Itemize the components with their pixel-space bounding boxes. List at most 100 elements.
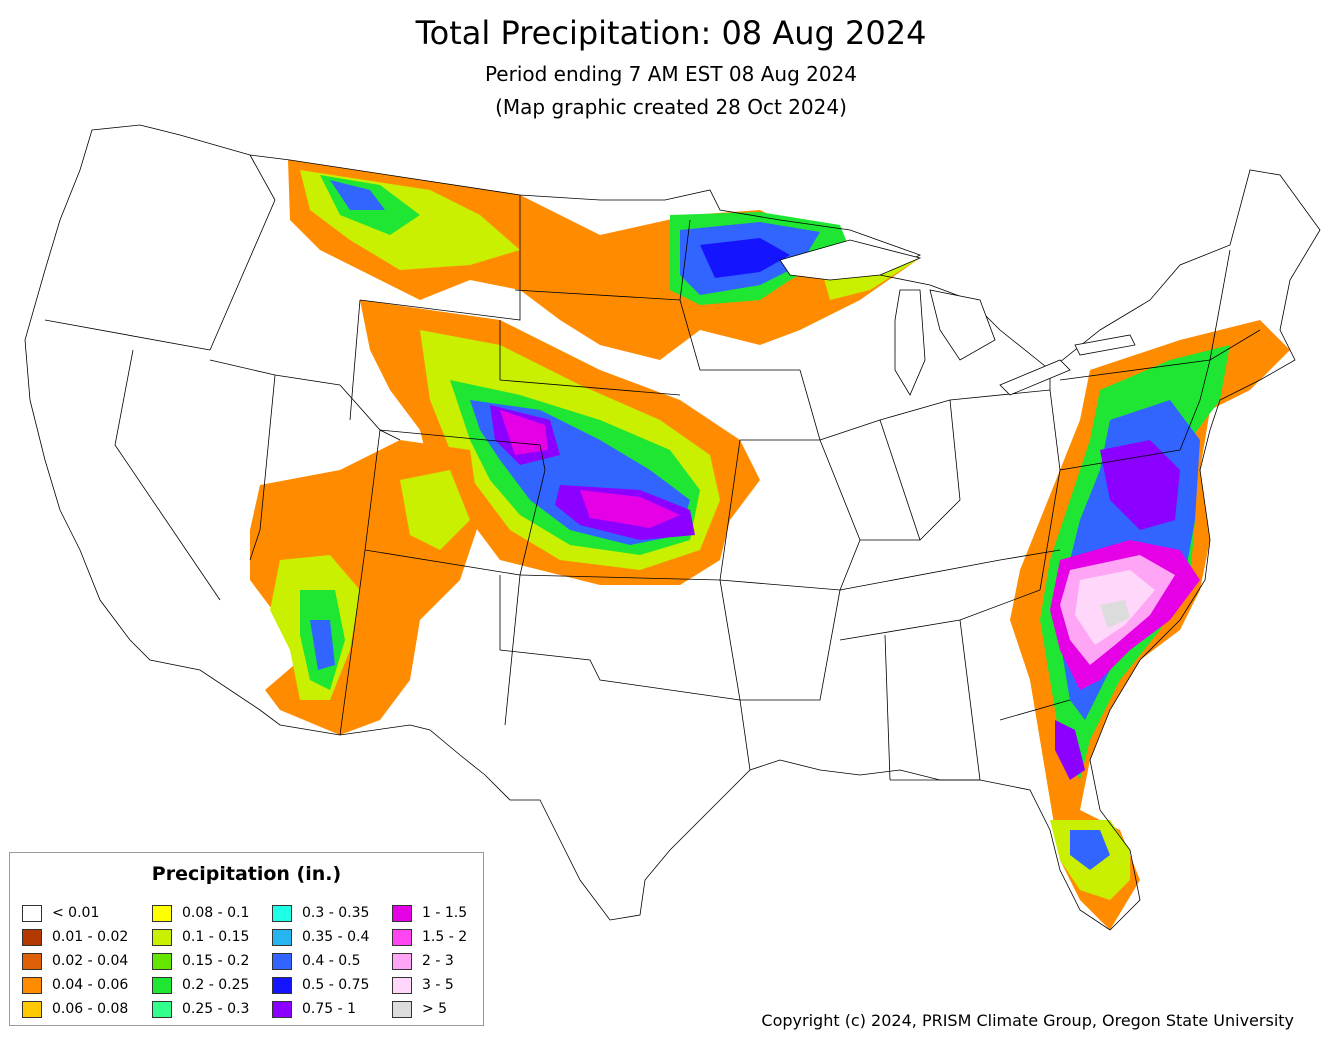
map-subtitle-period: Period ending 7 AM EST 08 Aug 2024 bbox=[484, 62, 858, 86]
precip-patch bbox=[500, 410, 548, 455]
legend-label: 0.25 - 0.3 bbox=[182, 1001, 250, 1017]
legend-label: 1 - 1.5 bbox=[422, 905, 468, 921]
state-line bbox=[819, 419, 921, 541]
legend-label: 0.4 - 0.5 bbox=[302, 953, 361, 969]
legend-item: 1 - 1.5 bbox=[392, 904, 467, 922]
precipitation-patches bbox=[250, 160, 1290, 930]
state-line bbox=[114, 349, 221, 601]
great-lakes bbox=[779, 239, 1136, 396]
legend-item: 0.08 - 0.1 bbox=[152, 904, 249, 922]
state-line bbox=[1039, 449, 1181, 591]
legend-item: 0.2 - 0.25 bbox=[152, 976, 249, 994]
precip-patch bbox=[400, 470, 470, 550]
state-line bbox=[839, 549, 1061, 591]
precip-patch bbox=[1100, 440, 1180, 530]
state-line bbox=[364, 549, 521, 576]
lake-ontario bbox=[1074, 334, 1136, 356]
legend-label: 0.3 - 0.35 bbox=[302, 905, 370, 921]
state-line bbox=[499, 575, 741, 701]
legend-swatch bbox=[22, 904, 42, 922]
legend-item: < 0.01 bbox=[22, 904, 99, 922]
map-subtitle-created: (Map graphic created 28 Oct 2024) bbox=[495, 95, 847, 119]
legend-swatch bbox=[392, 904, 412, 922]
legend-label: 0.5 - 0.75 bbox=[302, 977, 370, 993]
legend-item: 0.02 - 0.04 bbox=[22, 952, 128, 970]
legend-label: 0.75 - 1 bbox=[302, 1001, 357, 1017]
precipitation-legend: Precipitation (in.) < 0.01 0.01 - 0.02 0… bbox=[9, 852, 484, 1026]
legend-label: 0.35 - 0.4 bbox=[302, 929, 370, 945]
copyright-notice: Copyright (c) 2024, PRISM Climate Group,… bbox=[761, 1011, 1294, 1030]
state-line bbox=[740, 369, 821, 441]
state-line bbox=[44, 319, 211, 351]
legend-item: 0.3 - 0.35 bbox=[272, 904, 369, 922]
conus-outline bbox=[24, 124, 1321, 931]
state-line bbox=[209, 359, 341, 386]
legend-label: 0.01 - 0.02 bbox=[52, 929, 129, 945]
legend-item: 0.4 - 0.5 bbox=[272, 952, 360, 970]
legend-item: 0.75 - 1 bbox=[272, 1000, 356, 1018]
state-line bbox=[679, 299, 800, 371]
legend-swatch bbox=[272, 928, 292, 946]
legend-swatch bbox=[22, 952, 42, 970]
legend-item: 0.1 - 0.15 bbox=[152, 928, 249, 946]
state-line bbox=[719, 579, 841, 701]
legend-swatch bbox=[22, 928, 42, 946]
legend-item: 0.15 - 0.2 bbox=[152, 952, 249, 970]
legend-swatch bbox=[272, 904, 292, 922]
legend-label: 2 - 3 bbox=[422, 953, 454, 969]
state-line bbox=[879, 399, 961, 541]
state-line bbox=[359, 195, 521, 321]
state-line bbox=[339, 384, 401, 441]
state-line bbox=[949, 389, 1061, 471]
precip-patch bbox=[580, 490, 680, 528]
legend-item: 0.04 - 0.06 bbox=[22, 976, 128, 994]
legend-item: 0.35 - 0.4 bbox=[272, 928, 369, 946]
legend-swatch bbox=[152, 952, 172, 970]
legend-label: 0.1 - 0.15 bbox=[182, 929, 250, 945]
lake-michigan bbox=[894, 289, 926, 396]
legend-label: < 0.01 bbox=[52, 905, 100, 921]
legend-swatch bbox=[392, 928, 412, 946]
state-line bbox=[1209, 249, 1231, 361]
legend-swatch bbox=[22, 1000, 42, 1018]
legend-item: > 5 bbox=[392, 1000, 447, 1018]
precip-patch bbox=[330, 180, 385, 210]
legend-label: 1.5 - 2 bbox=[422, 929, 468, 945]
legend-swatch bbox=[152, 928, 172, 946]
legend-label: 0.02 - 0.04 bbox=[52, 953, 129, 969]
lake-huron bbox=[929, 289, 996, 361]
state-line bbox=[1179, 359, 1211, 451]
legend-label: 3 - 5 bbox=[422, 977, 454, 993]
legend-label: > 5 bbox=[422, 1001, 448, 1017]
state-line bbox=[379, 429, 546, 471]
legend-item: 2 - 3 bbox=[392, 952, 454, 970]
legend-item: 0.5 - 0.75 bbox=[272, 976, 369, 994]
legend-swatch bbox=[272, 1000, 292, 1018]
legend-swatch bbox=[152, 976, 172, 994]
state-line bbox=[739, 699, 751, 771]
state-line bbox=[884, 634, 891, 781]
state-line bbox=[249, 374, 276, 561]
legend-label: 0.06 - 0.08 bbox=[52, 1001, 129, 1017]
state-line bbox=[999, 699, 1071, 721]
precip-patch bbox=[1070, 830, 1110, 870]
precip-patch bbox=[700, 238, 790, 278]
legend-label: 0.15 - 0.2 bbox=[182, 953, 250, 969]
state-boundaries bbox=[24, 124, 1321, 931]
legend-item: 0.25 - 0.3 bbox=[152, 1000, 249, 1018]
state-line bbox=[209, 154, 276, 351]
legend-swatch bbox=[152, 1000, 172, 1018]
state-line bbox=[349, 299, 361, 421]
legend-swatch bbox=[392, 976, 412, 994]
legend-swatch bbox=[22, 976, 42, 994]
lake-superior bbox=[779, 239, 922, 281]
state-line bbox=[839, 589, 1041, 641]
precip-patch bbox=[1055, 720, 1085, 780]
legend-title: Precipitation (in.) bbox=[151, 863, 342, 885]
legend-swatch bbox=[152, 904, 172, 922]
lake-erie bbox=[999, 359, 1071, 396]
precip-patch bbox=[1100, 600, 1130, 628]
state-line bbox=[959, 619, 981, 781]
legend-item: 0.06 - 0.08 bbox=[22, 1000, 128, 1018]
